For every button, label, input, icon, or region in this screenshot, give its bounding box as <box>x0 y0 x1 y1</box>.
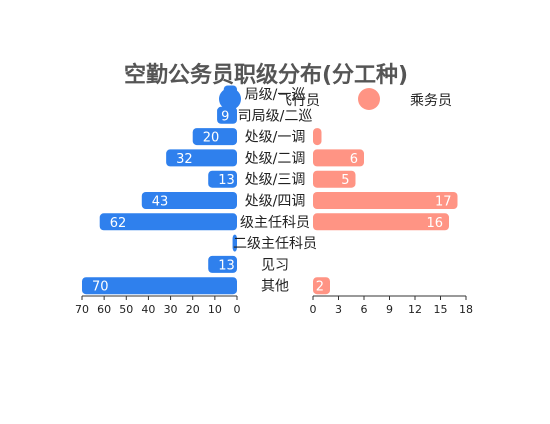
legend-label-pilot: 飞行员 <box>278 93 320 109</box>
category-label: 处级/四调 <box>245 194 306 210</box>
crew-bar <box>313 149 364 167</box>
pilot-bar <box>232 234 237 252</box>
category-label: 司局级/二巡 <box>238 108 313 124</box>
pilot-value-label: 13 <box>218 258 235 273</box>
left-axis-tick-label: 30 <box>164 303 178 316</box>
category-label: 局级/一巡 <box>245 87 306 103</box>
crew-bar <box>313 192 458 209</box>
category-label: 处级/一调 <box>245 130 306 146</box>
crew-value-label: 5 <box>341 173 349 188</box>
crew-bar <box>313 213 449 231</box>
crew-bar <box>313 128 322 146</box>
right-axis-tick-label: 6 <box>361 303 368 316</box>
left-axis-tick-label: 70 <box>75 303 89 316</box>
crew-bar <box>313 277 330 295</box>
right-axis-tick-label: 15 <box>434 303 448 316</box>
pilot-value-label: 9 <box>221 109 229 124</box>
pilot-value-label: 43 <box>152 195 169 210</box>
right-axis-tick-label: 12 <box>408 303 422 316</box>
chart-title: 空勤公务员职级分布(分工种) <box>124 62 408 88</box>
right-axis-tick-label: 18 <box>459 303 473 316</box>
pilot-bar <box>217 106 237 124</box>
right-axis-tick-label: 0 <box>310 303 317 316</box>
pilot-bar <box>82 277 237 295</box>
right-axis-tick-label: 3 <box>335 303 342 316</box>
left-axis-tick-label: 0 <box>234 303 241 316</box>
category-label: 处级/三调 <box>245 172 306 188</box>
pilot-bar <box>99 213 237 231</box>
pilot-value-label: 32 <box>176 152 193 167</box>
pilot-value-label: 62 <box>110 216 127 231</box>
category-labels-layer: 局级/一巡司局级/二巡处级/一调处级/二调处级/三调处级/四调级主任科员二级主任… <box>233 87 317 295</box>
crew-value-label: 2 <box>316 280 324 295</box>
pilot-bar <box>208 170 237 188</box>
axes-layer: 70 60 50 40 30 20 10 0 0 3 6 9 12 15 18 <box>75 295 473 316</box>
left-axis-tick-label: 40 <box>141 303 155 316</box>
category-label: 其他 <box>261 279 289 295</box>
right-axis-tick-label: 9 <box>386 303 393 316</box>
left-axis-tick-label: 50 <box>119 303 133 316</box>
crew-value-label: 17 <box>435 195 452 210</box>
crew-bar <box>313 170 356 188</box>
left-axis-tick-label: 60 <box>97 303 111 316</box>
legend[interactable]: 飞行员 乘务员 <box>219 88 452 110</box>
category-label: 二级主任科员 <box>233 236 317 252</box>
pilot-bar <box>208 255 237 273</box>
category-label: 处级/二调 <box>245 151 306 167</box>
pilot-value-label: 2 <box>237 237 245 252</box>
legend-marker-crew <box>358 88 380 110</box>
category-label: 级主任科员 <box>240 215 310 231</box>
pilot-value-label: 20 <box>203 131 220 146</box>
pilot-bar <box>166 149 237 167</box>
pilot-value-label: 13 <box>218 173 235 188</box>
legend-marker-pilot <box>219 88 241 110</box>
pilot-value-label: 70 <box>92 280 109 295</box>
crew-value-label: 16 <box>426 216 443 231</box>
crew-value-label: 6 <box>350 152 358 167</box>
legend-label-crew: 乘务员 <box>410 93 452 109</box>
pilot-bar <box>192 128 237 146</box>
left-axis-tick-label: 10 <box>208 303 222 316</box>
pilot-bar <box>141 192 237 209</box>
left-axis-tick-label: 20 <box>186 303 200 316</box>
category-label: 见习 <box>261 257 289 273</box>
